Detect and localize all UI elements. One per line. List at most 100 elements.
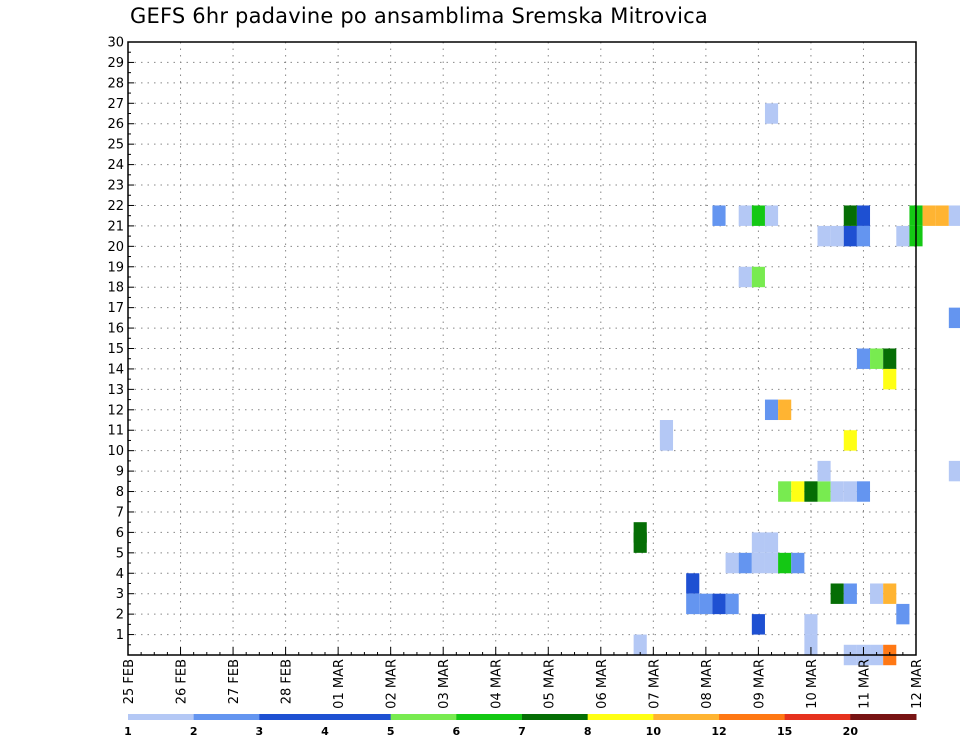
heatmap-cell xyxy=(791,552,805,574)
y-tick-label: 4 xyxy=(116,567,124,582)
heatmap-cell xyxy=(817,460,831,482)
heatmap-cell xyxy=(883,348,897,369)
colorbar-swatch xyxy=(719,714,786,720)
heatmap-cell xyxy=(699,593,713,615)
heatmap-cell xyxy=(778,399,792,421)
heatmap-cell xyxy=(686,593,700,615)
heatmap-cell xyxy=(856,481,871,502)
heatmap-cell xyxy=(883,368,897,390)
heatmap-cell xyxy=(843,430,857,451)
colorbar-label: 5 xyxy=(387,725,395,738)
heatmap-cell xyxy=(922,205,936,226)
y-tick-label: 28 xyxy=(107,76,124,91)
heatmap-cell xyxy=(843,583,857,604)
heatmap-cell xyxy=(633,634,647,655)
x-tick-label: 04 MAR xyxy=(490,659,505,709)
colorbar-label: 7 xyxy=(518,725,526,738)
x-tick-label: 28 FEB xyxy=(280,659,295,704)
colorbar: 1 2 3 4 5 6 7 8 10 12 15 20 xyxy=(124,714,917,738)
heatmap-cell xyxy=(764,552,779,574)
heatmap-cell xyxy=(896,603,910,625)
colorbar-swatch xyxy=(259,714,326,720)
y-tick-label: 7 xyxy=(116,505,124,520)
heatmap-cell xyxy=(764,103,779,124)
heatmap-cell xyxy=(843,225,857,247)
y-tick-label: 10 xyxy=(107,444,124,459)
colorbar-swatch xyxy=(587,714,654,720)
y-tick-label: 30 xyxy=(107,36,124,51)
colorbar-label: 2 xyxy=(190,725,198,738)
x-tick-label: 01 MAR xyxy=(332,659,347,709)
heatmap-cell xyxy=(843,481,857,502)
heatmap-cell xyxy=(686,573,700,594)
heatmap-cell xyxy=(751,614,765,635)
colorbar-label: 3 xyxy=(256,725,264,738)
heatmap-cell xyxy=(817,225,831,247)
heatmap-cell xyxy=(843,205,857,226)
heatmap-cell xyxy=(856,348,871,369)
y-tick-label: 21 xyxy=(107,219,124,234)
y-axis: 1234567891011121314151617181920212223242… xyxy=(107,36,134,646)
colorbar-label: 1 xyxy=(124,725,132,738)
y-tick-label: 19 xyxy=(107,260,124,275)
y-tick-label: 15 xyxy=(107,342,124,357)
heatmap-cell xyxy=(804,481,818,502)
colorbar-label: 8 xyxy=(584,725,592,738)
chart-title: GEFS 6hr padavine po ansamblima Sremska … xyxy=(130,4,708,28)
y-tick-label: 23 xyxy=(107,179,124,194)
x-tick-label: 05 MAR xyxy=(542,659,557,709)
x-tick-label: 12 MAR xyxy=(910,659,925,709)
y-tick-label: 11 xyxy=(107,424,124,439)
heatmap-cell xyxy=(751,532,765,553)
heatmap-cell xyxy=(896,225,910,247)
y-tick-label: 13 xyxy=(107,383,124,398)
heatmap-cell xyxy=(817,481,831,502)
colorbar-label: 6 xyxy=(453,725,461,738)
y-tick-label: 18 xyxy=(107,281,124,296)
heatmap-cell xyxy=(791,481,805,502)
y-tick-label: 9 xyxy=(116,465,124,480)
heatmap-cell xyxy=(725,593,739,615)
heatmap-cell xyxy=(751,205,765,226)
colorbar-swatch xyxy=(522,714,589,720)
y-tick-label: 16 xyxy=(107,322,124,337)
colorbar-label: 15 xyxy=(777,725,792,738)
colorbar-label: 10 xyxy=(646,725,662,738)
colorbar-label: 12 xyxy=(711,725,726,738)
heatmap-cell xyxy=(764,532,779,553)
heatmap-cell xyxy=(738,266,752,288)
heatmap-cell xyxy=(856,225,871,247)
x-tick-label: 06 MAR xyxy=(595,659,610,709)
heatmap-cell xyxy=(830,225,844,247)
y-tick-label: 27 xyxy=(107,97,124,112)
y-tick-label: 26 xyxy=(107,117,124,132)
heatmap-cell xyxy=(948,460,960,482)
colorbar-swatch xyxy=(653,714,720,720)
y-tick-label: 17 xyxy=(107,301,124,316)
heatmap-cell xyxy=(751,266,765,288)
y-tick-label: 20 xyxy=(107,240,124,255)
heatmap-cell xyxy=(633,522,647,543)
heatmap-cell xyxy=(935,205,949,226)
heatmap-cell xyxy=(830,583,844,604)
y-tick-label: 25 xyxy=(107,138,124,153)
y-tick-label: 2 xyxy=(116,608,124,623)
heatmap-cell xyxy=(804,634,818,655)
x-tick-label: 10 MAR xyxy=(805,659,820,709)
heatmap-cell xyxy=(948,205,960,226)
y-tick-label: 8 xyxy=(116,485,124,500)
x-tick-label: 08 MAR xyxy=(700,659,715,709)
heatmap-cell xyxy=(738,205,752,226)
x-tick-label: 07 MAR xyxy=(647,659,662,709)
y-tick-label: 29 xyxy=(107,56,124,71)
x-tick-label: 02 MAR xyxy=(385,659,400,709)
y-tick-label: 5 xyxy=(116,546,124,561)
heatmap-cell xyxy=(856,205,871,226)
colorbar-label: 4 xyxy=(321,725,329,738)
heatmap-cell xyxy=(738,552,752,574)
cells-layer xyxy=(633,103,960,666)
heatmap-cell xyxy=(712,205,726,226)
heatmap-cell xyxy=(830,481,844,502)
colorbar-swatch xyxy=(850,714,917,720)
